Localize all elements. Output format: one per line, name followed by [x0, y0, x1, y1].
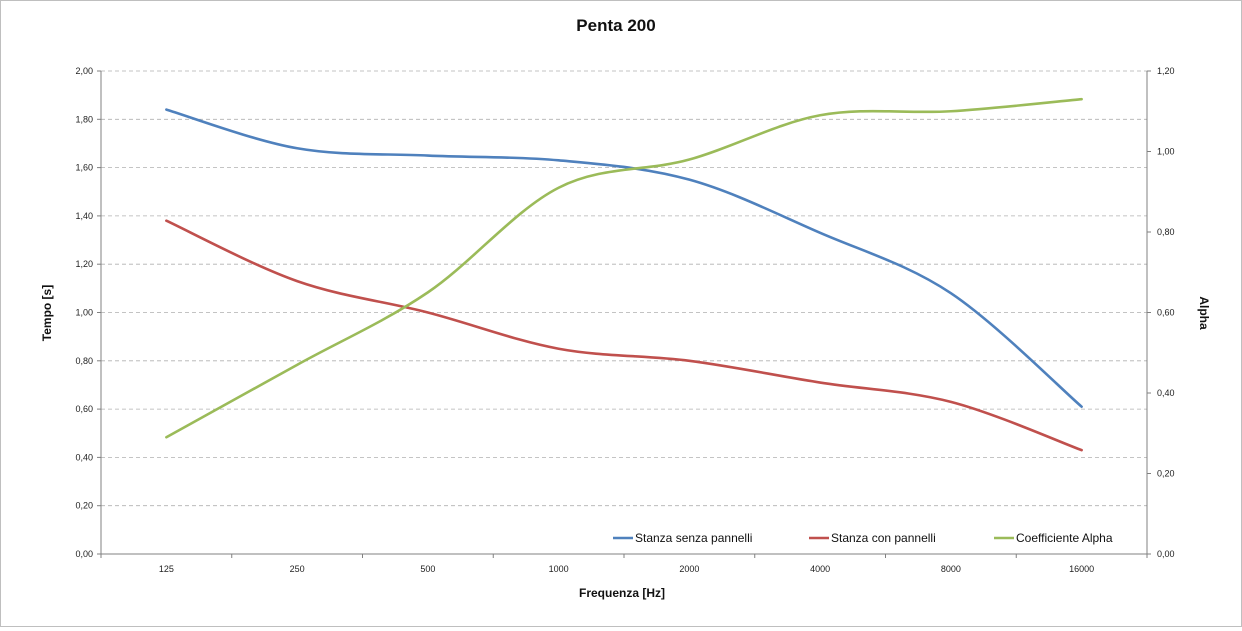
left-tick-label: 0,20: [75, 501, 93, 511]
left-tick-label: 2,00: [75, 66, 93, 76]
left-tick-label: 1,60: [75, 163, 93, 173]
left-tick-label: 1,80: [75, 114, 93, 124]
x-axis-ticks: 125 250 500 1000 2000 4000 8000 16000: [100, 554, 1148, 574]
right-tick-label: 0,40: [1157, 388, 1175, 398]
x-tick-label: 250: [290, 564, 305, 574]
series-lines: [165, 97, 1083, 452]
left-axis-ticks: 0,00 0,20 0,40 0,60 0,80 1,00 1,20 1,40 1,60 1,80…: [75, 66, 101, 559]
chart-title: Penta 200: [576, 16, 655, 35]
x-axis-title: Frequenza [Hz]: [579, 586, 665, 600]
x-tick-label: 1000: [549, 564, 569, 574]
x-tick-label: 4000: [810, 564, 830, 574]
left-tick-label: 0,40: [75, 452, 93, 462]
x-tick-label: 500: [420, 564, 435, 574]
series-line-2: [165, 219, 1083, 452]
x-tick-label: 2000: [679, 564, 699, 574]
right-axis-ticks: 0,00 0,20 0,40 0,60 0,80 1,00 1,20: [1147, 66, 1175, 559]
right-tick-label: 1,20: [1157, 66, 1175, 76]
right-tick-label: 0,80: [1157, 227, 1175, 237]
legend-label: Stanza senza pannelli: [635, 531, 752, 545]
left-tick-label: 0,80: [75, 356, 93, 366]
left-tick-label: 1,40: [75, 211, 93, 221]
right-tick-label: 1,00: [1157, 147, 1175, 157]
grid-lines: [101, 70, 1147, 507]
series-line-1: [165, 108, 1083, 408]
legend-label: Coefficiente Alpha: [1016, 531, 1113, 545]
left-tick-label: 0,60: [75, 404, 93, 414]
x-tick-label: 16000: [1069, 564, 1094, 574]
left-tick-label: 1,20: [75, 259, 93, 269]
legend-label: Stanza con pannelli: [831, 531, 936, 545]
x-tick-label: 125: [159, 564, 174, 574]
series-line-3: [165, 97, 1083, 439]
left-tick-label: 1,00: [75, 308, 93, 318]
y-axis-title: Tempo [s]: [40, 285, 54, 341]
legend: Stanza senza pannelli Stanza con pannelli…: [613, 531, 1113, 545]
right-tick-label: 0,60: [1157, 308, 1175, 318]
right-tick-label: 0,20: [1157, 469, 1175, 479]
left-tick-label: 0,00: [75, 549, 93, 559]
x-tick-label: 8000: [941, 564, 961, 574]
right-tick-label: 0,00: [1157, 549, 1175, 559]
y2-axis-title: Alpha: [1197, 296, 1211, 330]
